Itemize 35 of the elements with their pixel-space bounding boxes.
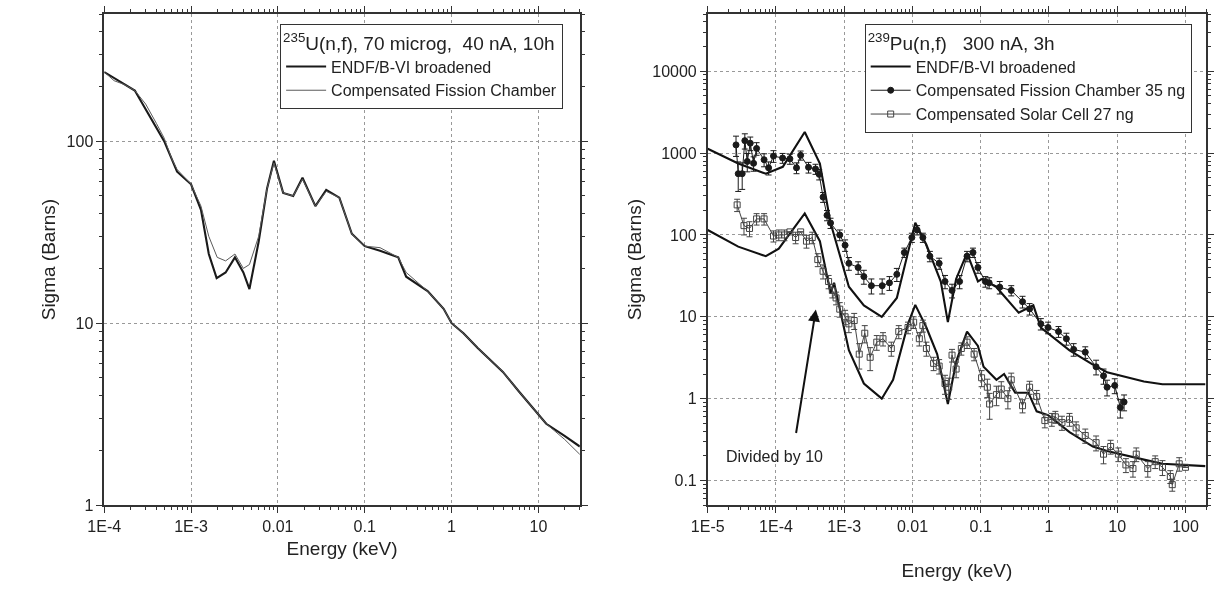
- y-axis-title: Sigma (Barns): [37, 198, 59, 321]
- y-tick-label: 10000: [652, 62, 697, 80]
- y-tick-label: 1: [84, 496, 94, 514]
- x-tick-label: 10: [1108, 518, 1127, 536]
- x-tick-label: 1E-5: [690, 518, 725, 536]
- y-tick-label: 10: [678, 308, 697, 326]
- legend-title: $^{235}$U(n,f), 70 microg, 40 nA, 10h: [283, 29, 555, 54]
- y-tick-label: 0.1: [674, 472, 697, 490]
- x-tick-label: 0.1: [353, 518, 376, 536]
- y-tick-label: 100: [66, 132, 94, 150]
- legend-label: ENDF/B-VI broadened: [331, 58, 492, 76]
- legend-title: $^{239}$Pu(n,f) 300 nA, 3h: [867, 29, 1055, 54]
- legend-label: Compensated Solar Cell 27 ng: [915, 106, 1134, 124]
- y-axis-title: Sigma (Barns): [623, 198, 645, 321]
- x-tick-label: 1E-4: [87, 518, 122, 536]
- y-tick-label: 1000: [661, 144, 697, 162]
- y-tick-label: 100: [670, 226, 697, 244]
- x-tick-label: 100: [1172, 518, 1199, 536]
- legend-label: Compensated Fission Chamber 35 ng: [915, 82, 1186, 100]
- x-axis-title: Energy (keV): [286, 538, 398, 560]
- x-tick-label: 0.1: [969, 518, 992, 536]
- x-tick-label: 1: [1044, 518, 1054, 536]
- x-tick-label: 1: [447, 518, 457, 536]
- x-axis-title: Energy (keV): [901, 560, 1013, 582]
- y-tick-label: 1: [687, 390, 697, 408]
- x-tick-label: 1E-3: [827, 518, 862, 536]
- x-tick-label: 1E-3: [174, 518, 209, 536]
- x-tick-label: 0.01: [896, 518, 929, 536]
- legend-label: ENDF/B-VI broadened: [915, 58, 1076, 76]
- y-tick-label: 10: [75, 314, 94, 332]
- x-tick-label: 0.01: [262, 518, 294, 536]
- annotation: Divided by 10: [726, 448, 824, 465]
- x-tick-label: 10: [529, 518, 548, 536]
- legend-label: Compensated Fission Chamber: [331, 82, 557, 100]
- x-tick-label: 1E-4: [759, 518, 793, 536]
